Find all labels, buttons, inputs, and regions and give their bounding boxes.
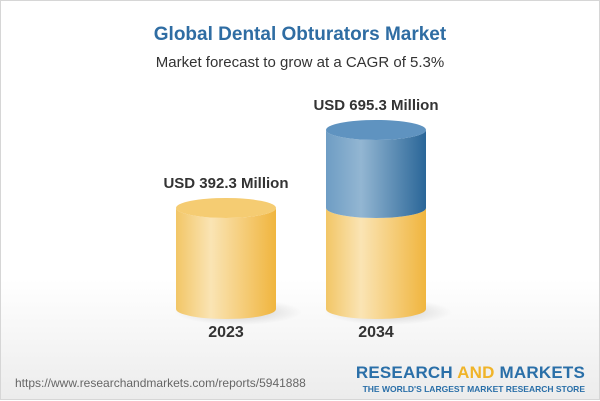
chart-subtitle: Market forecast to grow at a CAGR of 5.3… [155, 54, 445, 71]
logo-tagline: THE WORLD'S LARGEST MARKET RESEARCH STOR… [362, 384, 585, 394]
cylinder-base-2034 [326, 207, 426, 319]
logo-text: RESEARCH [355, 363, 458, 382]
category-label: 2034 [358, 324, 394, 341]
category-label: 2023 [208, 324, 244, 341]
cylinder-top [176, 197, 276, 218]
logo-text-and: AND [457, 363, 495, 382]
cylinder-base-2023 [176, 207, 276, 319]
source-url[interactable]: https://www.researchandmarkets.com/repor… [15, 376, 306, 390]
research-and-markets-logo: RESEARCH AND MARKETS THE WORLD'S LARGEST… [356, 363, 585, 394]
data-label: USD 392.3 Million [163, 175, 288, 192]
cylinder-top [326, 119, 426, 140]
cylinder-growth-2034 [326, 129, 426, 218]
logo-text: MARKETS [494, 363, 585, 382]
chart-title: Global Dental Obturators Market [153, 24, 447, 45]
data-label: USD 695.3 Million [313, 97, 438, 114]
